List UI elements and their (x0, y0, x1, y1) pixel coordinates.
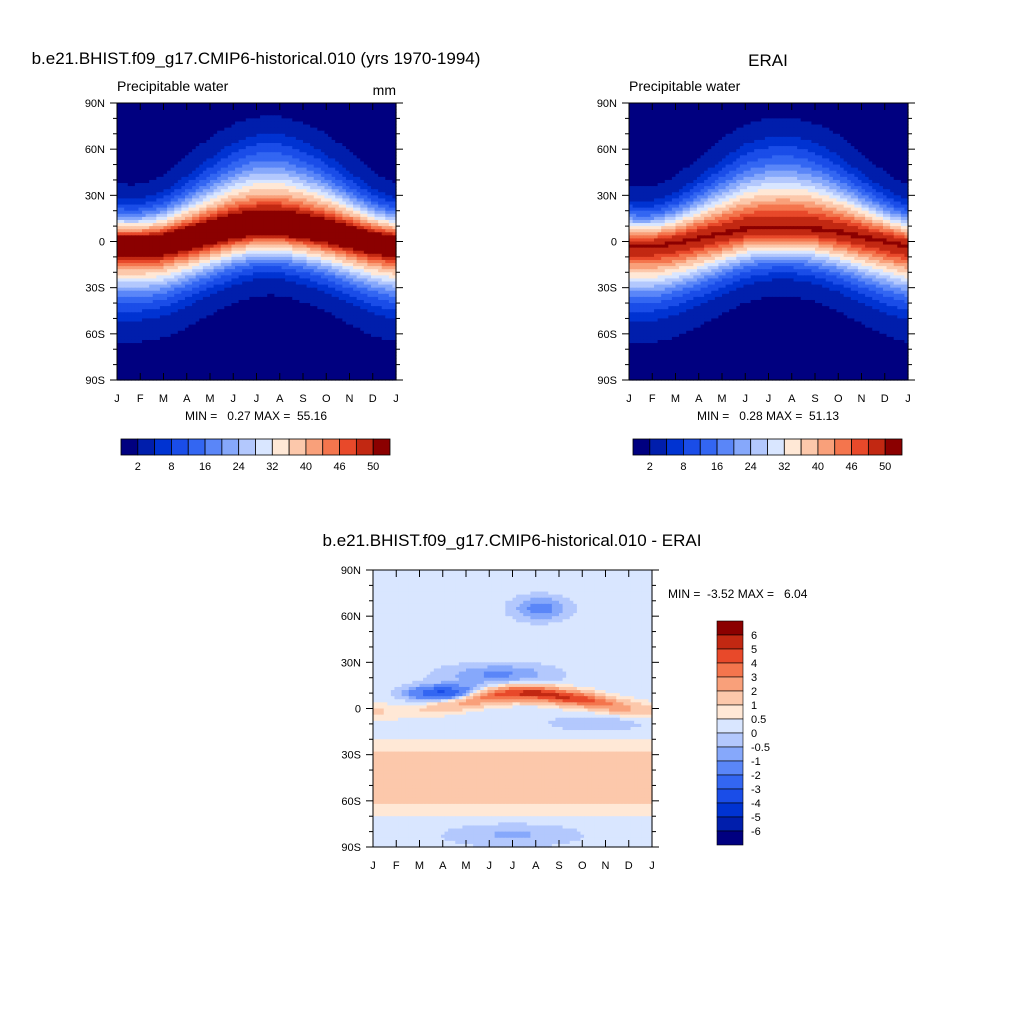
obs-title: ERAI (748, 51, 788, 70)
diff-title: b.e21.BHIST.f09_g17.CMIP6-historical.010… (323, 531, 702, 550)
model-title: b.e21.BHIST.f09_g17.CMIP6-historical.010… (32, 49, 481, 68)
model-units: mm (373, 82, 396, 98)
model-field-label: Precipitable water (117, 78, 229, 94)
model-stats: MIN = 0.27 MAX = 55.16 (185, 409, 327, 423)
diff-stats: MIN = -3.52 MAX = 6.04 (668, 587, 808, 601)
obs-stats: MIN = 0.28 MAX = 51.13 (697, 409, 839, 423)
obs-field-label: Precipitable water (629, 78, 741, 94)
